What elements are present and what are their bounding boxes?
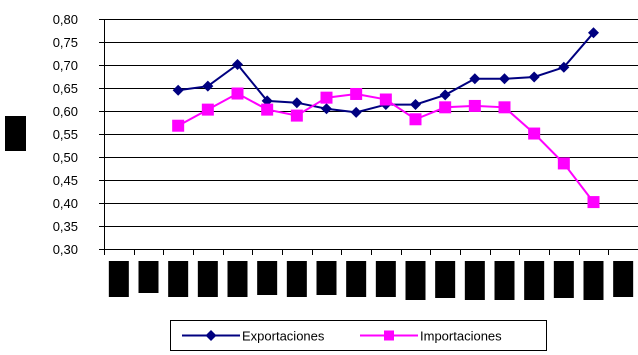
data-point-importaciones [439, 101, 452, 114]
data-point-importaciones [172, 119, 185, 132]
y-tick-label: 0,80 [53, 12, 78, 27]
y-axis-tick-labels: 0,80 0,75 0,70 0,65 0,60 0,55 0,50 0,45 0,40 0,35… [53, 12, 78, 257]
data-point-importaciones [320, 91, 333, 104]
redacted-x-category-label [227, 261, 248, 297]
data-point-exportaciones [558, 61, 570, 73]
redacted-y-axis-label [5, 116, 26, 151]
data-point-importaciones [261, 103, 274, 116]
data-point-exportaciones [528, 71, 540, 83]
data-point-importaciones [350, 87, 363, 100]
y-tick-label: 0,40 [53, 196, 78, 211]
redacted-labels [5, 116, 634, 300]
redacted-x-category-label [168, 261, 189, 297]
data-point-exportaciones [172, 84, 184, 96]
y-tick-label: 0,55 [53, 127, 78, 142]
legend-label-exportaciones: Exportaciones [242, 329, 325, 344]
series-layer [172, 27, 600, 209]
y-tick-label: 0,75 [53, 35, 78, 50]
legend-marker-exportaciones [205, 330, 217, 341]
redacted-x-category-label [257, 261, 278, 295]
y-tick-label: 0,65 [53, 81, 78, 96]
legend-label-importaciones: Importaciones [420, 329, 502, 344]
redacted-x-category-label [405, 261, 426, 300]
data-point-importaciones [409, 113, 422, 126]
data-point-importaciones [498, 101, 511, 114]
data-point-importaciones [201, 103, 214, 116]
axes [99, 19, 638, 255]
data-point-importaciones [587, 196, 600, 209]
data-point-exportaciones [588, 27, 599, 39]
redacted-x-category-label [553, 261, 574, 298]
data-point-exportaciones [469, 73, 481, 85]
y-tick-label: 0,70 [53, 58, 78, 73]
data-point-exportaciones [350, 106, 362, 118]
data-point-exportaciones [321, 103, 332, 115]
redacted-x-category-label [464, 261, 485, 300]
data-point-importaciones [557, 157, 570, 170]
data-point-exportaciones [439, 89, 451, 101]
data-point-importaciones [468, 99, 481, 112]
y-tick-label: 0,50 [53, 150, 78, 165]
gridlines [104, 19, 638, 250]
redacted-x-category-label [375, 261, 396, 297]
data-point-exportaciones [232, 59, 243, 71]
legend: Exportaciones Importaciones [170, 320, 547, 351]
y-tick-label: 0,45 [53, 173, 78, 188]
legend-marker-importaciones [384, 330, 394, 341]
redacted-x-category-label [613, 261, 634, 297]
data-point-importaciones [231, 87, 244, 100]
y-tick-label: 0,35 [53, 219, 78, 234]
redacted-x-category-label [316, 261, 337, 295]
data-point-importaciones [528, 127, 541, 140]
redacted-x-category-label [286, 261, 307, 297]
data-point-importaciones [379, 93, 392, 106]
data-point-exportaciones [499, 73, 510, 85]
redacted-x-category-label [346, 261, 367, 297]
redacted-x-category-label [197, 261, 218, 297]
redacted-x-category-label [583, 261, 604, 300]
y-tick-label: 0,60 [53, 104, 78, 119]
redacted-x-category-label [138, 261, 159, 293]
data-point-exportaciones [410, 99, 421, 111]
data-point-exportaciones [202, 80, 214, 92]
redacted-x-category-label [108, 261, 129, 297]
redacted-x-category-label [494, 261, 515, 300]
data-point-exportaciones [291, 97, 303, 109]
data-point-importaciones [290, 109, 303, 122]
y-tick-label: 0,30 [53, 242, 78, 257]
redacted-x-category-label [524, 261, 545, 300]
redacted-x-category-label [435, 261, 456, 298]
